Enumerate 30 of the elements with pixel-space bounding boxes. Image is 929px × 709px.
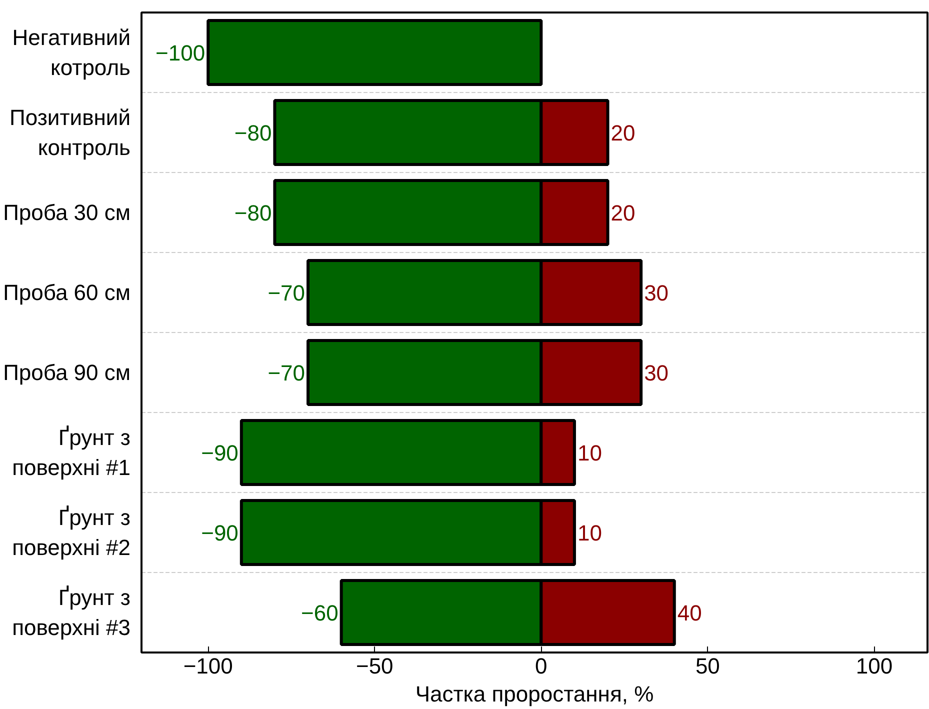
- y-tick-label: Проба 90 см: [3, 360, 131, 385]
- x-tick-label: −50: [356, 654, 394, 678]
- data-label: −70: [268, 360, 306, 386]
- x-tick-label: 0: [535, 654, 548, 678]
- data-label: 40: [677, 600, 702, 626]
- data-label: 10: [577, 440, 602, 466]
- y-tick-label: Позитивний контроль: [10, 105, 131, 160]
- data-label: 20: [610, 200, 636, 226]
- data-label: 10: [577, 520, 602, 546]
- data-label: 20: [610, 120, 636, 146]
- data-label: 30: [644, 360, 669, 386]
- data-label: −60: [301, 600, 338, 626]
- x-tick-label: −100: [183, 654, 233, 678]
- data-label: −80: [234, 200, 272, 226]
- data-label: −100: [156, 40, 206, 66]
- y-tick-label: Негативний котроль: [12, 25, 131, 80]
- x-tick-label: 50: [695, 654, 720, 678]
- y-tick-label: Проба 60 см: [3, 280, 131, 305]
- y-tick-label: Проба 30 см: [3, 200, 131, 225]
- x-tick-label: 100: [856, 654, 893, 678]
- y-tick-label: Ґрунт з поверхні #2: [12, 505, 131, 560]
- bar: [206, 19, 543, 86]
- y-tick-label: Ґрунт з поверхні #1: [12, 425, 131, 480]
- data-label: −90: [201, 520, 238, 546]
- data-label: −90: [201, 440, 238, 466]
- data-label: −80: [234, 120, 272, 146]
- y-tick-label: Ґрунт з поверхні #3: [12, 585, 131, 640]
- data-label: −70: [268, 280, 306, 306]
- data-label: 30: [644, 280, 669, 306]
- x-axis-title: Частка проростання, %: [415, 682, 654, 706]
